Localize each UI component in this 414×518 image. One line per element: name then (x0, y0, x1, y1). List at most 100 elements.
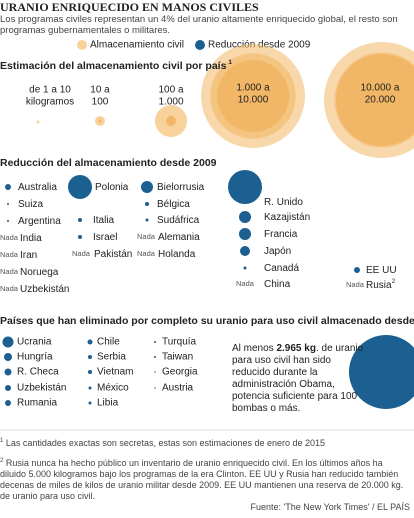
dot (78, 235, 82, 239)
country: Pakistán (94, 249, 132, 260)
nada-label: Nada (0, 284, 19, 293)
country: Australia (18, 182, 57, 193)
heading-text: Estimación del almacenamiento civil por … (0, 60, 227, 72)
dot (154, 356, 156, 358)
country-name: Alemania (158, 232, 200, 243)
country: Polonia (95, 182, 129, 193)
country: Serbia (97, 352, 126, 363)
country: Kazajistán (264, 212, 310, 223)
dot (154, 371, 156, 373)
legend-label: Almacenamiento civil (90, 40, 184, 51)
country: Bielorrusia (157, 182, 205, 193)
country-name: China (264, 279, 291, 290)
country: Hungría (17, 352, 53, 363)
dot (243, 266, 247, 270)
dot (68, 175, 92, 199)
country: Ucrania (17, 337, 52, 348)
dot (88, 370, 92, 374)
country-name: Israel (93, 232, 117, 243)
country-name: India (20, 233, 42, 244)
nada-label: Nada (137, 232, 156, 241)
note-text: . de uranio para uso civil han sido redu… (232, 343, 364, 414)
bin-label: 100 a (158, 85, 183, 96)
nada-label: Nada (0, 267, 19, 276)
footnote-ref: 1 (0, 438, 4, 444)
dot (240, 246, 250, 256)
source: Fuente: 'The New York Times' / EL PAÍS (250, 502, 410, 512)
note-bold: 2.965 kg (276, 343, 316, 354)
country-name: Argentina (18, 216, 61, 227)
country: Argentina (18, 216, 61, 227)
nada-label: Nada (0, 250, 19, 259)
section-heading: Países que han eliminado por completo su… (0, 315, 414, 327)
dot (78, 218, 82, 222)
footnote-ref: 2 (392, 278, 396, 285)
country: Rusia2 (366, 278, 396, 291)
dot (7, 203, 9, 205)
country: Francia (264, 229, 298, 240)
bin-label: 1.000 a (236, 83, 270, 94)
country-name: Francia (264, 229, 298, 240)
country: China (264, 279, 291, 290)
country: Turquía (162, 337, 197, 348)
bin-label: 100 (92, 97, 109, 108)
legend-swatch (195, 40, 205, 50)
footnote-ref: 1 (228, 59, 232, 66)
country-name: Sudáfrica (157, 215, 200, 226)
nada-label: Nada (346, 280, 365, 289)
country: Canadá (264, 263, 299, 274)
dot (88, 401, 92, 405)
country: Japón (264, 246, 291, 257)
country-name: Canadá (264, 263, 299, 274)
dot (4, 353, 12, 361)
title: URANIO ENRIQUECIDO EN MANOS CIVILES (0, 0, 259, 14)
country: Uzbekistán (20, 284, 69, 295)
country: Taiwan (162, 352, 193, 363)
nada-label: Nada (0, 233, 19, 242)
circle (336, 54, 414, 146)
country: Suiza (18, 199, 43, 210)
bin-label: 10.000 (238, 95, 269, 106)
dot (141, 181, 153, 193)
bin-label: 1.000 (158, 97, 183, 108)
dot (88, 386, 92, 390)
circle (98, 119, 102, 123)
country: Israel (93, 232, 117, 243)
country-name: Pakistán (94, 249, 132, 260)
country: R. Unido (264, 197, 303, 208)
note-text: Al menos (232, 343, 277, 354)
country-name: Iran (20, 250, 37, 261)
dot (228, 170, 262, 204)
circle (166, 116, 176, 126)
country-name: EE UU (366, 265, 397, 276)
bin-label: 10 a (90, 85, 110, 96)
country: Chile (97, 337, 120, 348)
country-name: R. Unido (264, 197, 303, 208)
dot (2, 336, 14, 348)
country-name: Italia (93, 215, 115, 226)
country-name: Rusia (366, 280, 392, 291)
dot (154, 341, 156, 343)
country: México (97, 383, 129, 394)
country: Sudáfrica (157, 215, 200, 226)
nada-label: Nada (236, 279, 255, 288)
dot (4, 368, 12, 376)
section-heading: Reducción del almacenamiento desde 2009 (0, 157, 217, 169)
footnote: 1 Las cantidades exactas son secretas, e… (0, 436, 410, 449)
country: Noruega (20, 267, 59, 278)
country: Iran (20, 250, 37, 261)
subtitle: Los programas civiles representan un 4% … (0, 14, 398, 36)
country: EE UU (366, 265, 397, 276)
nada-label: Nada (72, 249, 91, 258)
country: R. Checa (17, 367, 59, 378)
country: Uzbekistán (17, 383, 66, 394)
bin-label: de 1 a 10 (29, 85, 71, 96)
country: Austria (162, 383, 194, 394)
dot (154, 387, 156, 389)
bin-label: kilogramos (26, 97, 74, 108)
note-circle (349, 335, 414, 409)
country-name: Kazajistán (264, 212, 310, 223)
country: Italia (93, 215, 115, 226)
legend-swatch (77, 40, 87, 50)
